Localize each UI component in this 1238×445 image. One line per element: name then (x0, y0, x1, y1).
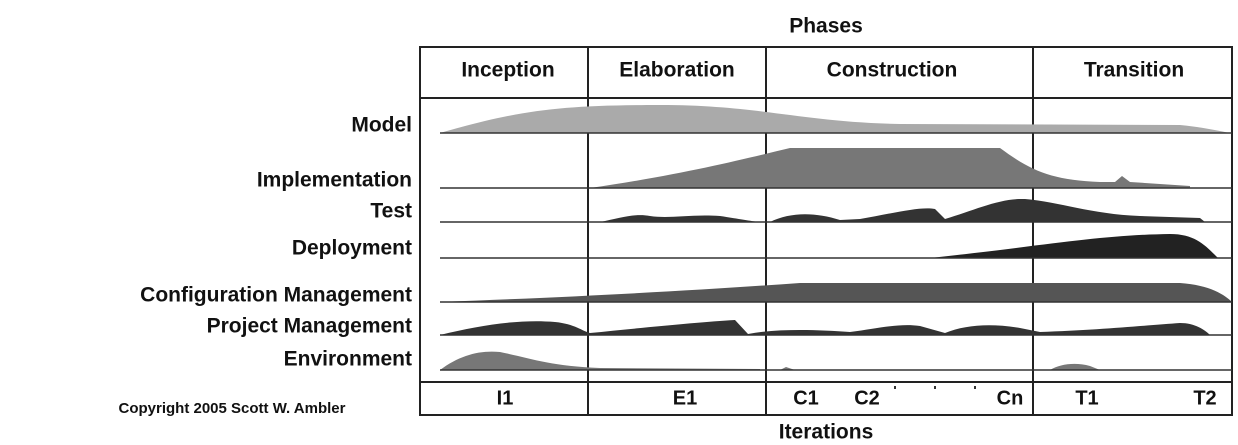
configuration-hump (440, 283, 1232, 302)
project-hump (440, 320, 1210, 335)
copyright: Copyright 2005 Scott W. Ambler (119, 400, 346, 417)
discipline: Project Management (207, 315, 412, 338)
frame (419, 46, 1233, 416)
iteration: I1 (497, 387, 514, 409)
iteration: T2 (1193, 387, 1216, 409)
title: Phases (789, 15, 863, 38)
discipline: Environment (284, 348, 412, 371)
iteration: T1 (1075, 387, 1098, 409)
discipline: Implementation (257, 169, 412, 192)
phase: Transition (1084, 59, 1184, 82)
discipline: Deployment (292, 237, 412, 260)
test-hump (600, 198, 1205, 222)
iteration: C2 (854, 387, 880, 409)
phase: Construction (827, 59, 958, 82)
phase: Inception (461, 59, 554, 82)
implementation-hump (590, 148, 1190, 188)
iteration: C1 (793, 387, 819, 409)
deployment-hump (930, 234, 1218, 258)
environment-hump (440, 351, 1100, 370)
iteration: Cn (997, 387, 1024, 409)
discipline: Model (351, 114, 412, 137)
discipline: Test (370, 200, 412, 223)
iteration-dots (894, 386, 976, 389)
discipline: Configuration Management (140, 284, 412, 307)
phase: Elaboration (619, 59, 735, 82)
humps (440, 105, 1232, 370)
iteration: E1 (673, 387, 697, 409)
iterations-label: Iterations (779, 421, 874, 444)
model-hump (440, 105, 1230, 133)
